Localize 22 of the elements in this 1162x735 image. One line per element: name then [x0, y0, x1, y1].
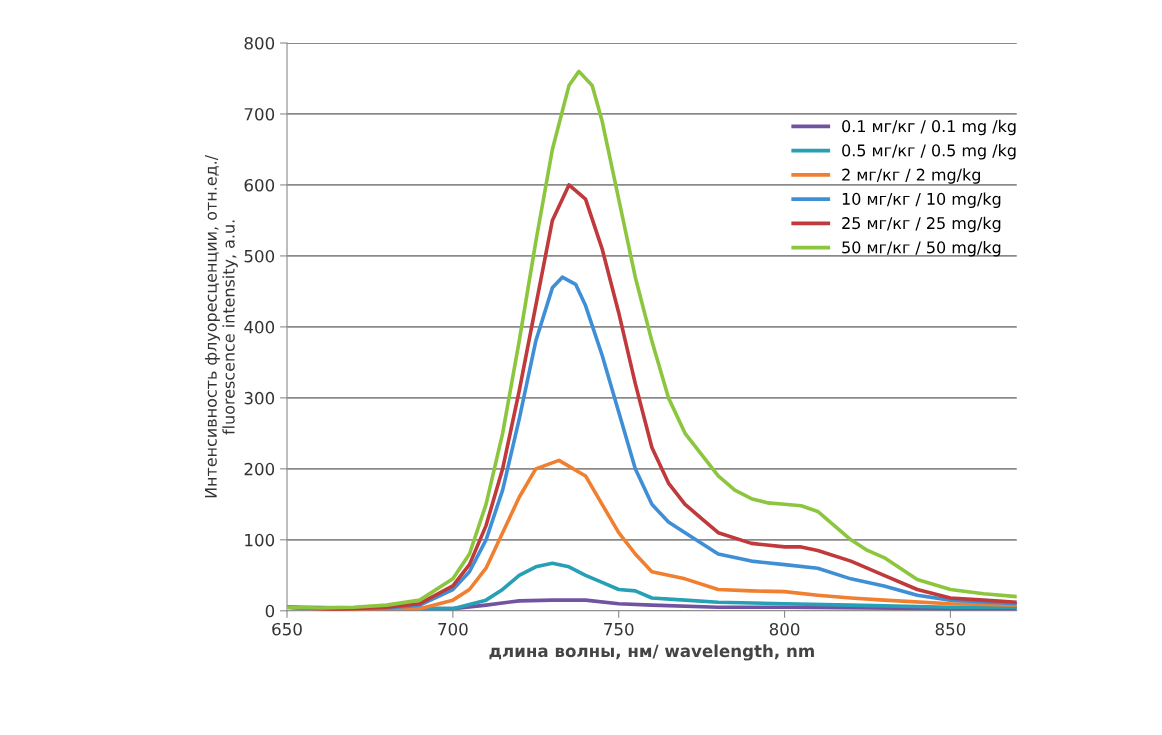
x-tick-label: 750 [604, 622, 634, 636]
legend-label: 25 мг/кг / 25 mg/kg [842, 216, 1001, 233]
x-tick-label: 650 [272, 622, 302, 636]
x-axis-title: длина волны, нм/ wavelength, nm [489, 644, 814, 661]
legend-label: 0.5 мг/кг / 0.5 mg /kg [842, 144, 1016, 160]
x-tick-label: 700 [438, 622, 468, 636]
legend-label: 2 мг/кг / 2 mg/kg [842, 168, 980, 184]
legend-label: 0.1 мг/кг / 0.1 mg /kg [842, 119, 1016, 136]
legend-label: 50 мг/кг / 50 mg/kg [842, 241, 1001, 257]
y-tick-label: 600 [244, 178, 275, 192]
y-tick-label: 0 [265, 604, 275, 618]
y-tick-label: 800 [244, 36, 275, 50]
y-tick-label: 400 [244, 320, 275, 334]
y-tick-label: 100 [245, 533, 275, 547]
y-tick-label: 300 [244, 391, 275, 405]
y-tick-label: 500 [244, 249, 275, 263]
x-tick-label: 850 [935, 622, 966, 636]
legend-label: 10 мг/кг / 10 mg/kg [842, 192, 1001, 209]
y-tick-label: 700 [244, 107, 275, 121]
y-tick-label: 200 [244, 462, 275, 476]
y-axis-title: Интенсивность флуоресценции, отн.ед./ fluorescence intensity, a.u. [204, 154, 238, 498]
x-tick-label: 800 [769, 622, 800, 636]
